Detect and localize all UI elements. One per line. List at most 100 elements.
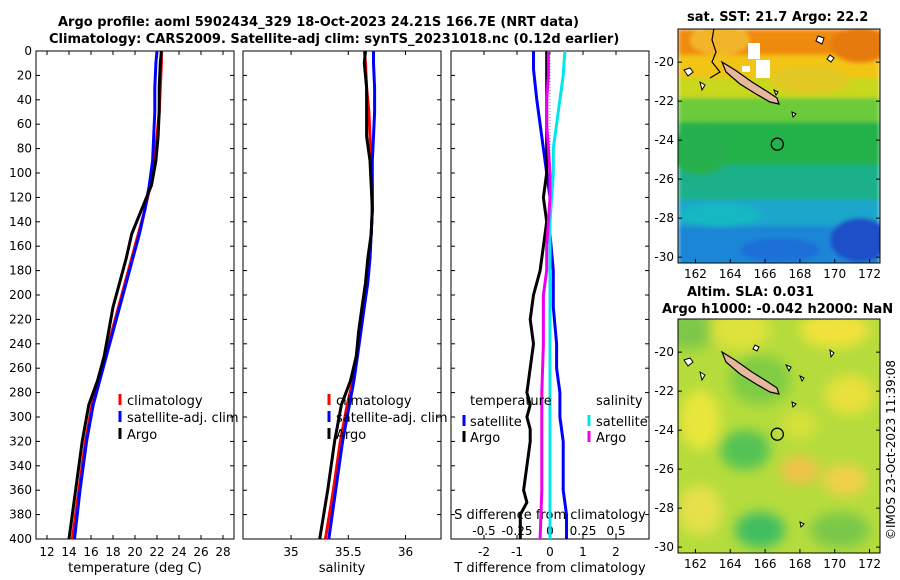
series-line-salinity-satellite — [548, 51, 567, 539]
x-axis-label: salinity — [319, 561, 366, 576]
map-x-tick-label: 170 — [823, 267, 846, 281]
sla-map-title: Altim. SLA: 0.031 — [687, 285, 814, 300]
y-tick-label: 260 — [9, 361, 32, 375]
map-y-tick-label: -26 — [654, 172, 674, 186]
figure-title-line2: Climatology: CARS2009. Satellite-adj cli… — [49, 32, 620, 47]
series-line-argo — [318, 51, 374, 539]
series-line-salinity-argo — [538, 51, 552, 539]
map-x-tick-label: 162 — [684, 557, 707, 571]
y-tick-label: 340 — [9, 459, 32, 473]
secondary-x-tick-label: -0.25 — [501, 524, 532, 538]
map-y-tick-label: -26 — [654, 462, 674, 476]
x-axis-label: T difference from climatology — [453, 561, 646, 576]
x-tick-label: -2 — [478, 545, 490, 559]
x-tick-label: 20 — [127, 545, 142, 559]
map-x-tick-label: 162 — [684, 267, 707, 281]
legend-entry: Argo — [470, 431, 500, 446]
legend-entry: climatology — [127, 394, 203, 409]
map-y-tick-label: -22 — [654, 384, 674, 398]
sst-map-title: sat. SST: 21.7 Argo: 22.2 — [687, 10, 869, 25]
x-axis-label: temperature (deg C) — [68, 561, 202, 576]
sla-map-subtitle: Argo h1000: -0.042 h2000: NaN — [662, 302, 894, 317]
y-tick-label: 60 — [17, 117, 32, 131]
map-y-tick-label: -30 — [654, 540, 674, 554]
map-x-tick-label: 172 — [858, 267, 881, 281]
legend-title: temperature — [470, 394, 552, 409]
figure-title-line1: Argo profile: aoml 5902434_329 18-Oct-20… — [58, 15, 579, 30]
y-tick-label: 360 — [9, 483, 32, 497]
series-line-temperature-satellite — [532, 51, 568, 539]
x-tick-label: 0 — [546, 545, 554, 559]
legend-entry: satellite — [596, 415, 648, 430]
y-tick-label: 0 — [24, 44, 32, 58]
map-x-tick-label: 172 — [858, 557, 881, 571]
legend-entry: satellite — [470, 415, 522, 430]
x-tick-label: 18 — [105, 545, 120, 559]
series-line-satellite-adj.-clim — [73, 51, 159, 539]
x-tick-label: 16 — [83, 545, 98, 559]
legend-entry: Argo — [596, 431, 626, 446]
y-tick-label: 280 — [9, 386, 32, 400]
map-y-tick-label: -30 — [654, 250, 674, 264]
y-tick-label: 180 — [9, 264, 32, 278]
y-tick-label: 20 — [17, 68, 32, 82]
map-x-tick-label: 164 — [719, 267, 742, 281]
map-y-tick-label: -24 — [654, 133, 674, 147]
y-tick-label: 40 — [17, 93, 32, 107]
legend-entry: climatology — [336, 394, 412, 409]
x-tick-label: 28 — [215, 545, 230, 559]
sst-map — [677, 28, 881, 264]
map-x-tick-label: 168 — [788, 267, 811, 281]
map-y-tick-label: -20 — [654, 55, 674, 69]
series-line-satellite-adj.-clim — [327, 51, 377, 539]
map-y-tick-label: -22 — [654, 94, 674, 108]
y-tick-label: 100 — [9, 166, 32, 180]
secondary-x-tick-label: -0.5 — [472, 524, 495, 538]
legend-entry: satellite-adj. clim — [127, 411, 239, 426]
salinity-panel: 35 35.5 36 salinity climatology satellite-adj… — [242, 50, 448, 576]
map-x-tick-label: 164 — [719, 557, 742, 571]
map-x-tick-label: 168 — [788, 557, 811, 571]
legend-entry: satellite-adj. clim — [336, 411, 448, 426]
map-y-tick-label: -28 — [654, 211, 674, 225]
sla-map — [677, 318, 881, 554]
legend-entry: Argo — [336, 428, 366, 443]
secondary-x-tick-label: 0.25 — [570, 524, 597, 538]
y-tick-label: 400 — [9, 532, 32, 546]
map-y-tick-label: -24 — [654, 423, 674, 437]
x-tick-label: 35.5 — [335, 545, 362, 559]
x-tick-label: 35 — [283, 545, 298, 559]
secondary-x-tick-label: 0.5 — [606, 524, 625, 538]
x-tick-label: -1 — [511, 545, 523, 559]
y-tick-label: 220 — [9, 312, 32, 326]
x-tick-label: 36 — [398, 545, 413, 559]
axes-frame — [35, 50, 235, 540]
y-tick-label: 160 — [9, 239, 32, 253]
x-tick-label: 14 — [61, 545, 76, 559]
map-ticks: 162 164 166 168 170 172 -20 -22 -24 -26 -28 -30 162 1… — [654, 55, 881, 571]
map-y-tick-label: -28 — [654, 501, 674, 515]
argo-position-marker — [770, 137, 784, 151]
x-tick-label: 1 — [579, 545, 587, 559]
x-tick-label: 26 — [193, 545, 208, 559]
y-tick-label: 380 — [9, 508, 32, 522]
x-tick-label: 24 — [171, 545, 186, 559]
x-tick-label: 12 — [39, 545, 54, 559]
argo-position-marker — [770, 427, 784, 441]
legend-entry: Argo — [127, 428, 157, 443]
legend-title: salinity — [596, 394, 643, 409]
y-tick-label: 240 — [9, 337, 32, 351]
y-tick-label: 120 — [9, 190, 32, 204]
series-line-argo — [67, 51, 163, 539]
map-y-tick-label: -20 — [654, 345, 674, 359]
y-tick-label: 80 — [17, 142, 32, 156]
temperature-panel: 12 14 16 18 20 22 24 26 280204060801001201401601… — [9, 44, 239, 576]
map-x-tick-label: 166 — [754, 267, 777, 281]
y-tick-label: 200 — [9, 288, 32, 302]
axes-frame — [242, 50, 442, 540]
x-tick-label: 2 — [612, 545, 620, 559]
y-tick-label: 320 — [9, 434, 32, 448]
x-tick-label: 22 — [149, 545, 164, 559]
